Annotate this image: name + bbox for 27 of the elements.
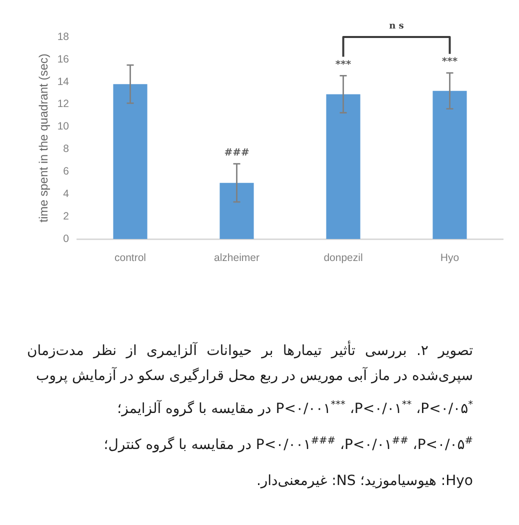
- bar: [432, 90, 467, 239]
- bar: [326, 94, 360, 239]
- x-tick-label: Hyo: [440, 252, 460, 264]
- data-label: ###: [224, 147, 250, 158]
- y-tick-label: 12: [57, 98, 70, 110]
- data-label: ***: [335, 59, 352, 70]
- y-tick-label: 16: [57, 53, 70, 66]
- x-tick-label: control: [114, 252, 146, 264]
- y-tick-label: 14: [57, 76, 70, 88]
- text: n s: [389, 21, 404, 32]
- x-tick-label: alzheimer: [214, 252, 260, 264]
- y-tick-label: 2: [63, 210, 70, 222]
- y-tick-label: 10: [57, 120, 70, 133]
- text: Hyo: هیوسیاموزید؛ NS: غیرمعنی‌دار.: [256, 473, 473, 489]
- text: تصویر ۲. بررسی تأثیر تیمارها بر حیوانات آلزایمری از نظر مدت‌زمان سپری‌شده در ماز آبی موریس در ربع محل قرارگیری سکو در آزمایش پروب: [27, 343, 473, 384]
- text: $^{*}$P<۰/۰۵، $^{**}$P<۰/۰۱، $^{***}$P<۰/۰۰۱ در مقایسه با گروه آلزایمز؛: [116, 398, 473, 419]
- bar: [113, 84, 148, 239]
- text: $^{#}$P<۰/۰۵، $^{##}$P<۰/۰۱، $^{###}$P<۰/۰۰۱ در مقایسه با گروه کنترل؛: [102, 434, 473, 455]
- y-tick-label: 6: [63, 166, 70, 178]
- y-tick-label: 4: [63, 188, 70, 200]
- x-tick-label: donpezil: [324, 252, 363, 264]
- y-tick-label: 0: [63, 232, 70, 245]
- y-axis-title: time spent in the quadrant (sec): [36, 54, 51, 222]
- y-tick-label: 18: [57, 30, 70, 43]
- bar: [220, 182, 254, 239]
- y-tick-label: 8: [63, 143, 70, 156]
- data-label: ***: [442, 56, 458, 68]
